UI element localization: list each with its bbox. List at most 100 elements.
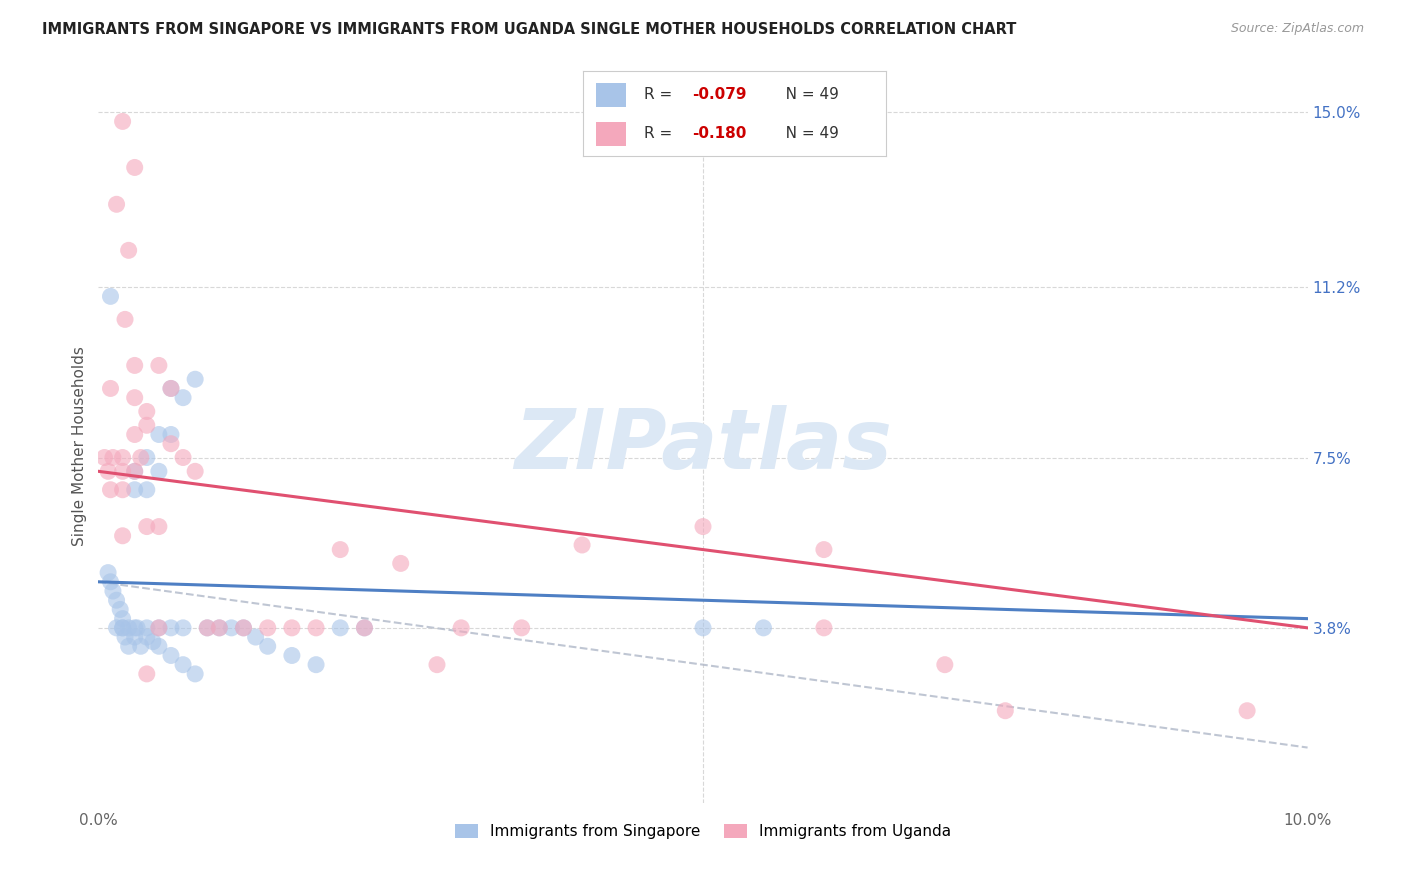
Point	[160, 436, 183, 450]
Point	[111, 529, 134, 543]
Point	[111, 114, 134, 128]
Point	[148, 464, 170, 478]
Point	[100, 289, 122, 303]
Point	[111, 450, 134, 465]
Point	[172, 657, 194, 672]
Text: N = 49: N = 49	[770, 126, 839, 141]
Point	[450, 621, 472, 635]
Text: R =: R =	[644, 87, 678, 102]
Point	[195, 621, 218, 635]
Point	[232, 621, 254, 635]
Point	[148, 427, 170, 442]
Point	[148, 359, 170, 373]
Point	[100, 483, 122, 497]
Point	[124, 464, 146, 478]
Point	[172, 391, 194, 405]
Point	[184, 464, 207, 478]
Point	[208, 621, 231, 635]
Point	[118, 244, 141, 258]
Point	[329, 542, 352, 557]
Point	[135, 404, 157, 418]
Point	[353, 621, 375, 635]
Point	[108, 602, 131, 616]
Point	[100, 574, 122, 589]
Point	[135, 666, 157, 681]
Point	[124, 483, 146, 497]
Point	[105, 197, 128, 211]
Bar	[596, 122, 626, 146]
Point	[245, 630, 267, 644]
Point	[426, 657, 449, 672]
Point	[510, 621, 533, 635]
Point	[111, 483, 134, 497]
Point	[97, 566, 120, 580]
Point	[256, 621, 278, 635]
Point	[184, 372, 207, 386]
Point	[148, 621, 170, 635]
Point	[111, 464, 134, 478]
Point	[389, 557, 412, 571]
Point	[281, 621, 304, 635]
Point	[135, 418, 157, 433]
Point	[305, 657, 328, 672]
Point	[329, 621, 352, 635]
Point	[101, 584, 124, 599]
Point	[160, 427, 183, 442]
Y-axis label: Single Mother Households: Single Mother Households	[72, 346, 87, 546]
Point	[172, 450, 194, 465]
Point	[221, 621, 243, 635]
Point	[692, 519, 714, 533]
Point	[281, 648, 304, 663]
Point	[114, 630, 136, 644]
Point	[124, 621, 146, 635]
Point	[118, 621, 141, 635]
Point	[148, 640, 170, 654]
Point	[232, 621, 254, 635]
Point	[127, 621, 149, 635]
Point	[111, 621, 134, 635]
Point	[184, 666, 207, 681]
Point	[105, 593, 128, 607]
Point	[100, 381, 122, 395]
Point	[571, 538, 593, 552]
Point	[813, 542, 835, 557]
Point	[129, 640, 152, 654]
Point	[256, 640, 278, 654]
Point	[148, 519, 170, 533]
Text: -0.079: -0.079	[692, 87, 747, 102]
Point	[934, 657, 956, 672]
Point	[160, 381, 183, 395]
Point	[195, 621, 218, 635]
Point	[172, 621, 194, 635]
Text: Source: ZipAtlas.com: Source: ZipAtlas.com	[1230, 22, 1364, 36]
Point	[111, 612, 134, 626]
Point	[135, 483, 157, 497]
Legend: Immigrants from Singapore, Immigrants from Uganda: Immigrants from Singapore, Immigrants fr…	[449, 818, 957, 845]
Point	[114, 312, 136, 326]
Point	[160, 381, 183, 395]
Point	[142, 634, 165, 648]
Point	[129, 450, 152, 465]
Text: R =: R =	[644, 126, 678, 141]
Bar	[596, 83, 626, 107]
Point	[124, 630, 146, 644]
Point	[1236, 704, 1258, 718]
Point	[105, 621, 128, 635]
Point	[111, 621, 134, 635]
Text: IMMIGRANTS FROM SINGAPORE VS IMMIGRANTS FROM UGANDA SINGLE MOTHER HOUSEHOLDS COR: IMMIGRANTS FROM SINGAPORE VS IMMIGRANTS …	[42, 22, 1017, 37]
Point	[124, 359, 146, 373]
Point	[118, 640, 141, 654]
Text: N = 49: N = 49	[770, 87, 839, 102]
Point	[101, 450, 124, 465]
Point	[148, 621, 170, 635]
Text: ZIPatlas: ZIPatlas	[515, 406, 891, 486]
Point	[124, 391, 146, 405]
Point	[135, 519, 157, 533]
Point	[124, 464, 146, 478]
Point	[160, 621, 183, 635]
Point	[813, 621, 835, 635]
Point	[305, 621, 328, 635]
Point	[208, 621, 231, 635]
Point	[160, 648, 183, 663]
Point	[124, 161, 146, 175]
